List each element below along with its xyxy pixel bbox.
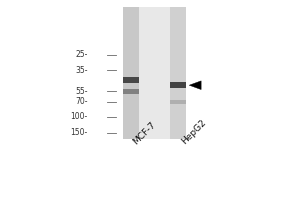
Bar — [123, 89, 139, 94]
Bar — [170, 7, 186, 139]
Text: HepG2: HepG2 — [180, 118, 208, 146]
Bar — [170, 100, 186, 104]
Text: 25-: 25- — [75, 50, 88, 59]
Text: 150-: 150- — [70, 128, 88, 137]
Bar — [123, 77, 139, 83]
Polygon shape — [189, 81, 201, 90]
Text: 55-: 55- — [75, 87, 88, 96]
Text: MCF-7: MCF-7 — [131, 120, 157, 146]
Text: 35-: 35- — [75, 66, 88, 75]
Text: 100-: 100- — [70, 112, 88, 121]
Bar — [170, 82, 186, 88]
Bar — [139, 7, 178, 139]
Bar — [122, 7, 139, 139]
Text: 70-: 70- — [75, 97, 88, 106]
